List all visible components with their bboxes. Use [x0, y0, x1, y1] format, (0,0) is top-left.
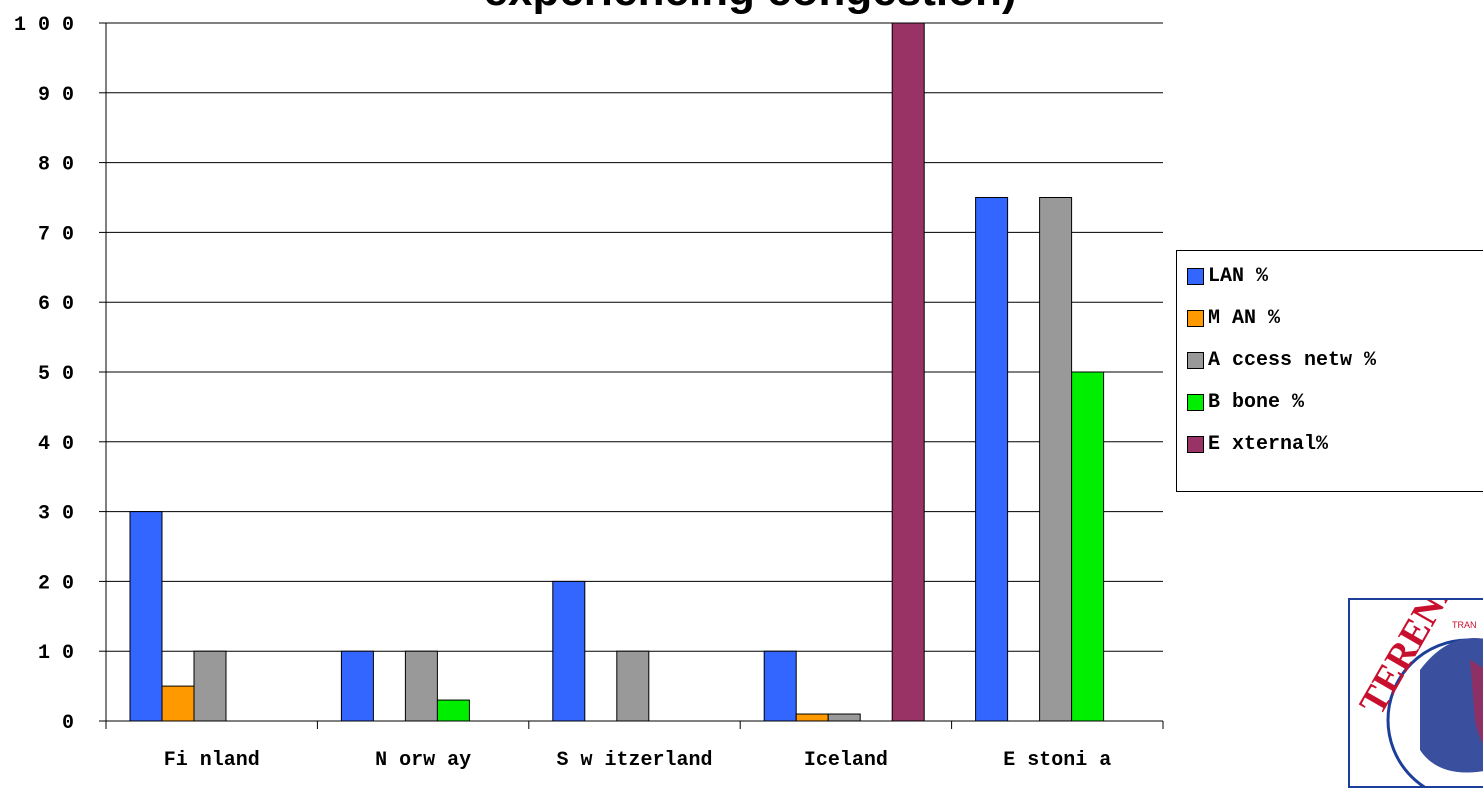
- legend-swatch: [1187, 435, 1204, 453]
- x-category-labels: Fi nland N orw ay S w itzerland Iceland E st…: [164, 749, 1112, 772]
- x-category-label: E stoni a: [1003, 749, 1111, 772]
- y-tick-label: 1 0 0: [14, 14, 74, 37]
- terena-logo: TERENA TRAN: [1348, 598, 1483, 788]
- legend: LAN % M AN % A ccess netw % B bone % E xtern…: [1176, 250, 1483, 492]
- y-tick-label: 8 0: [38, 154, 74, 177]
- bar-lan--iceland: [763, 650, 797, 722]
- y-tick-label: 9 0: [38, 84, 74, 107]
- legend-item: LAN %: [1187, 264, 1268, 288]
- bar-chart: 0 1 0 2 0 3 0 4 0 5 0 6 0 7 0 8 0 9 0 1 0 0 Fi nla…: [14, 14, 1164, 772]
- bar-lan--switzerland: [552, 580, 586, 722]
- legend-swatch: [1187, 351, 1204, 369]
- bar-lan--finland: [129, 511, 163, 722]
- bar-man--finland: [161, 685, 195, 722]
- y-tick-labels: 0 1 0 2 0 3 0 4 0 5 0 6 0 7 0 8 0 9 0 1 0 0: [14, 14, 74, 735]
- y-tick-label: 1 0: [38, 642, 74, 665]
- axes: [99, 22, 1164, 729]
- bar-lan--norway: [340, 650, 374, 722]
- x-category-label: Fi nland: [164, 749, 260, 772]
- legend-item: A ccess netw %: [1187, 348, 1376, 372]
- bar-access-netw--estonia: [1039, 197, 1073, 722]
- x-category-label: S w itzerland: [556, 749, 712, 772]
- bar-lan--estonia: [975, 197, 1009, 722]
- legend-label: B bone %: [1208, 390, 1305, 414]
- chart-title: experiencing congestion): [300, 0, 1200, 16]
- bar-access-netw--switzerland: [616, 650, 650, 722]
- legend-item: M AN %: [1187, 306, 1280, 330]
- legend-swatch: [1187, 267, 1204, 285]
- bar-man--iceland: [795, 713, 829, 722]
- y-tick-label: 5 0: [38, 363, 74, 386]
- bar-external--iceland: [891, 22, 925, 722]
- x-category-label: N orw ay: [375, 749, 471, 772]
- bar-access-netw--finland: [193, 650, 227, 722]
- bar-bbone--norway: [436, 699, 470, 722]
- legend-label: LAN %: [1208, 264, 1269, 288]
- logo-subtext: TRAN: [1452, 620, 1477, 630]
- y-tick-label: 6 0: [38, 293, 74, 316]
- legend-swatch: [1187, 393, 1204, 411]
- x-category-label: Iceland: [804, 749, 888, 772]
- legend-swatch: [1187, 309, 1204, 327]
- y-tick-label: 0: [62, 712, 74, 735]
- legend-item: E xternal%: [1187, 432, 1328, 456]
- legend-item: B bone %: [1187, 390, 1304, 414]
- bar-access-netw--iceland: [827, 713, 861, 722]
- legend-label: E xternal%: [1208, 432, 1329, 456]
- bar-bbone--estonia: [1071, 371, 1105, 722]
- legend-label: M AN %: [1208, 306, 1281, 330]
- legend-label: A ccess netw %: [1208, 348, 1377, 372]
- y-tick-label: 4 0: [38, 433, 74, 456]
- y-tick-label: 2 0: [38, 572, 74, 595]
- bar-access-netw--norway: [404, 650, 438, 722]
- y-tick-label: 3 0: [38, 503, 74, 526]
- y-tick-label: 7 0: [38, 223, 74, 246]
- bars: [129, 22, 1105, 722]
